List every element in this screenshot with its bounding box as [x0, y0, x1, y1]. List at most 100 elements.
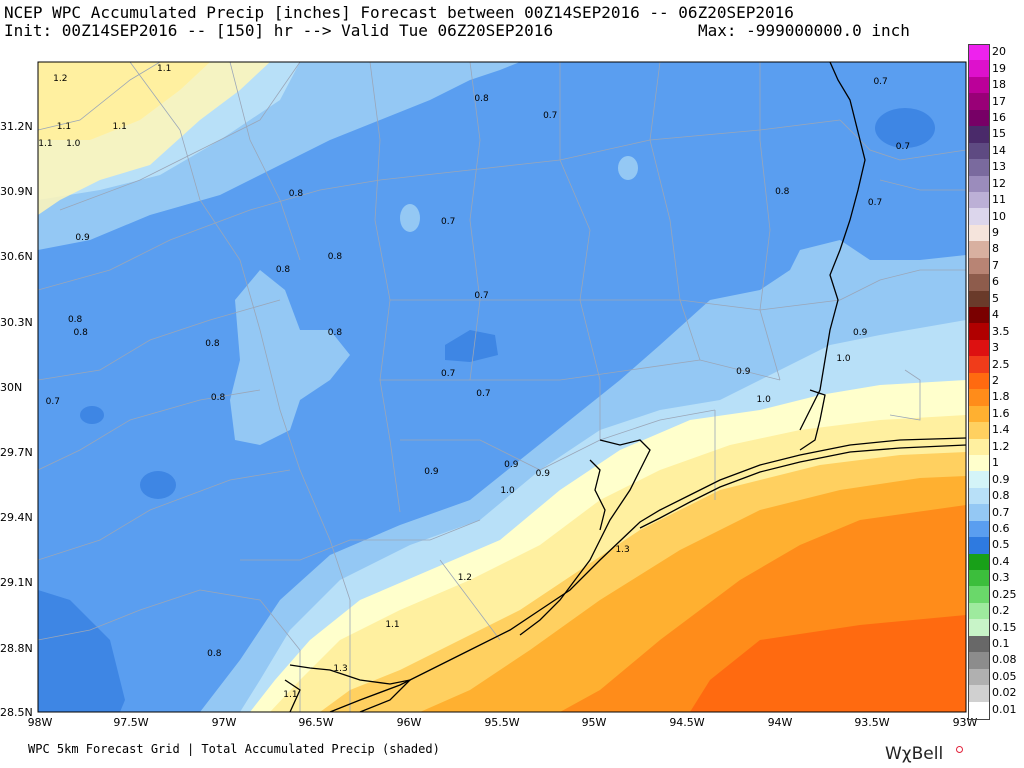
legend-swatch-1.6	[968, 405, 989, 423]
legend-swatch-15	[968, 126, 989, 144]
legend-label-0.8: 0.8	[992, 489, 1010, 503]
legend-label-0.01: 0.01	[992, 702, 1017, 716]
legend-swatch-19	[968, 60, 989, 78]
legend-label-20: 20	[992, 45, 1006, 59]
legend-swatch-20	[968, 44, 989, 61]
legend-swatch-0.5	[968, 537, 989, 555]
contour-value-label: 1.1	[385, 620, 400, 631]
lat-label-31.2: 31.2N	[0, 120, 33, 133]
legend-label-2: 2	[992, 374, 999, 387]
legend-label-0.08: 0.08	[992, 653, 1017, 667]
contour-value-label: 0.8	[73, 327, 88, 338]
legend-swatch-17	[968, 93, 989, 111]
contour-value-label: 1.3	[333, 663, 348, 674]
lat-label-30.6: 30.6N	[0, 250, 33, 263]
lon-label-94.5: 94.5W	[669, 716, 705, 729]
legend-swatch-3	[968, 339, 989, 357]
legend-swatch-10	[968, 208, 989, 226]
legend-label-5: 5	[992, 291, 999, 305]
county-lines	[38, 62, 966, 712]
legend-label-11: 11	[992, 193, 1006, 207]
map-title: NCEP WPC Accumulated Precip [inches] For…	[4, 3, 794, 22]
contour-value-label: 0.7	[441, 217, 456, 228]
legend-swatch-0.3	[968, 570, 989, 587]
legend-label-9: 9	[992, 226, 999, 240]
lat-label-29.7: 29.7N	[0, 446, 33, 459]
legend-swatch-2.5	[968, 356, 989, 374]
legend-label-0.02: 0.02	[992, 686, 1017, 700]
lat-label-30.3: 30.3N	[0, 316, 33, 329]
lon-label-97: 97W	[211, 716, 237, 729]
legend-swatch-14	[968, 142, 989, 160]
max-value-label: Max: -999000000.0 inch	[698, 21, 910, 40]
legend-label-1.6: 1.6	[992, 406, 1010, 420]
lon-label-96.5: 96.5W	[298, 716, 334, 729]
legend-label-2.5: 2.5	[992, 357, 1010, 371]
legend-label-0.3: 0.3	[992, 571, 1010, 585]
contour-value-label: 0.7	[873, 76, 888, 87]
legend-label-1: 1	[992, 456, 999, 470]
contour-value-label: 0.9	[504, 460, 519, 470]
contour-value-label: 0.8	[275, 265, 291, 275]
legend-label-0.25: 0.25	[992, 587, 1017, 601]
lon-label-95.5: 95.5W	[484, 716, 520, 729]
brand-logo: WχBell	[885, 744, 944, 764]
legend-label-19: 19	[992, 61, 1006, 75]
legend-label-15: 15	[992, 127, 1006, 141]
contour-value-label: 1.0	[500, 486, 515, 496]
lat-label-28.8: 28.8N	[0, 642, 33, 655]
legend-swatch-3.5	[968, 323, 989, 341]
contour-value-label: 0.8	[775, 187, 790, 197]
legend-label-0.1: 0.1	[992, 637, 1010, 651]
legend-label-1.2: 1.2	[992, 439, 1010, 453]
shade-0.5-center	[445, 330, 498, 362]
legend-swatch-1.4	[968, 422, 989, 440]
contour-value-label: 0.8	[205, 338, 220, 349]
shade-0.8-spot	[400, 204, 420, 232]
contour-value-label: 1.3	[615, 544, 630, 555]
contour-value-label: 0.7	[895, 141, 911, 152]
contour-value-label: 0.8	[474, 93, 489, 104]
legend-swatch-16	[968, 109, 989, 127]
legend-label-12: 12	[992, 176, 1006, 190]
legend-swatch-0.02	[968, 685, 989, 703]
footer-caption: WPC 5km Forecast Grid | Total Accumulate…	[28, 742, 440, 756]
legend-label-16: 16	[992, 110, 1006, 124]
contour-value-label: 1.2	[53, 74, 68, 85]
contour-value-label: 0.9	[424, 466, 439, 477]
legend-swatch-8	[968, 241, 989, 259]
legend-swatch-0.25	[968, 586, 989, 604]
legend-swatch-0.08	[968, 652, 989, 670]
shade-0.5-w	[140, 471, 176, 499]
legend-swatch-0.9	[968, 471, 989, 489]
lat-label-29.1: 29.1N	[0, 576, 33, 589]
contour-value-label: 1.0	[66, 139, 81, 150]
shade-0.8-west	[230, 270, 350, 445]
shade-0.5-east	[875, 108, 935, 148]
shade-0.8-north	[38, 62, 966, 250]
contour-value-label: 0.7	[45, 397, 61, 408]
contour-value-label: 0.8	[327, 327, 343, 338]
contour-value-label: 1.0	[756, 395, 771, 405]
legend-swatch-5	[968, 290, 989, 308]
map-frame	[37, 61, 967, 713]
legend-label-0.6: 0.6	[992, 521, 1010, 535]
contour-value-label: 0.8	[327, 252, 343, 262]
legend-label-1.8: 1.8	[992, 390, 1010, 404]
contour-value-label: 0.7	[441, 369, 456, 379]
legend-swatch-11	[968, 191, 989, 209]
shade-0.8-spot2	[618, 156, 638, 180]
legend-swatch-0.6	[968, 520, 989, 538]
legend-label-3.5: 3.5	[992, 324, 1010, 338]
contour-value-label: 0.8	[210, 392, 226, 403]
legend-swatch-4	[968, 307, 989, 324]
legend-swatch-9	[968, 224, 989, 242]
legend-swatch-0.15	[968, 619, 989, 637]
lon-label-96: 96W	[396, 716, 422, 729]
lat-label-30.9: 30.9N	[0, 185, 33, 198]
map-subtitle: Init: 00Z14SEP2016 -- [150] hr --> Valid…	[4, 21, 554, 40]
shade-1.1-nw-top	[38, 62, 210, 140]
legend-swatch-1.8	[968, 389, 989, 407]
legend-label-0.5: 0.5	[992, 538, 1010, 552]
legend-label-0.7: 0.7	[992, 505, 1010, 519]
